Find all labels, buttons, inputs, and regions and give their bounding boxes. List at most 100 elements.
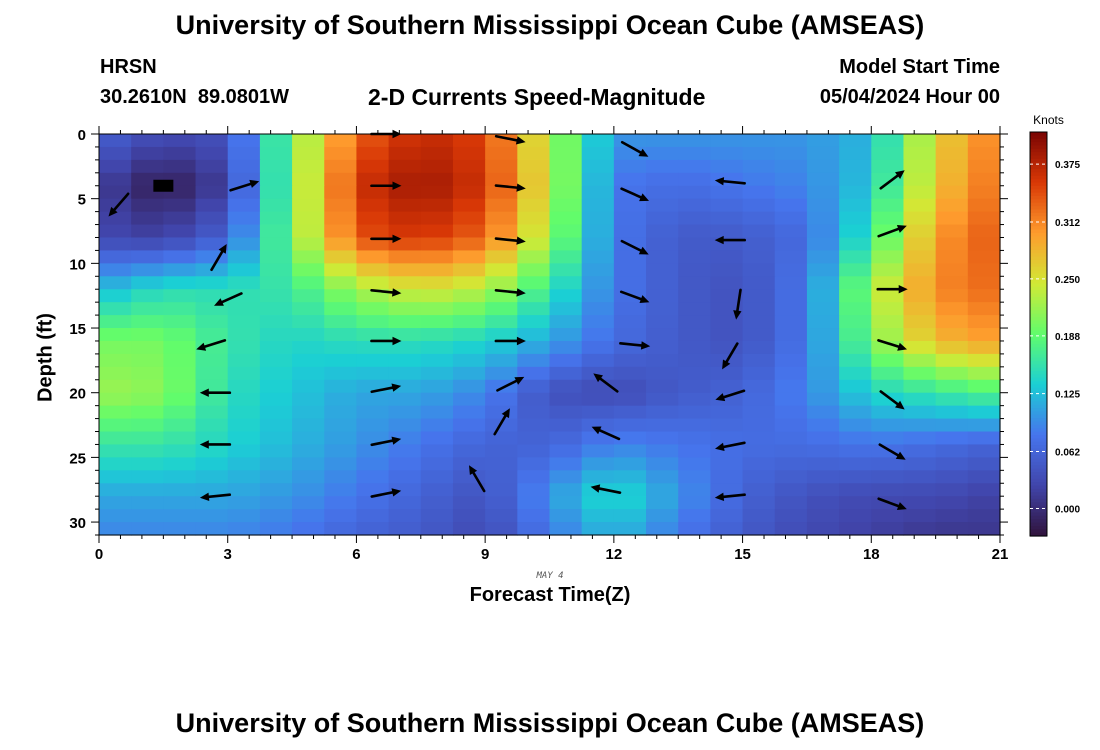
heatmap-cell (742, 509, 776, 523)
heatmap-cell (452, 418, 486, 433)
heatmap-cell (388, 340, 422, 355)
heatmap-cell (646, 522, 679, 536)
heatmap-cell (549, 470, 583, 484)
heatmap-cell (967, 457, 1001, 471)
heatmap-cell (452, 134, 486, 148)
heatmap-cell (324, 172, 358, 187)
colorbar-segment (1030, 135, 1047, 140)
heatmap-cell (678, 353, 711, 368)
heatmap-cell (452, 276, 486, 290)
heatmap-cell (452, 172, 486, 187)
heatmap-cell (517, 353, 551, 368)
vector-head (590, 484, 601, 493)
colorbar-tick-label: 0.125 (1055, 390, 1080, 401)
heatmap-cell (195, 159, 229, 174)
heatmap-cell (388, 185, 422, 200)
heatmap-cell (324, 211, 358, 226)
colorbar-segment (1030, 448, 1047, 453)
heatmap-cell (324, 146, 358, 161)
colorbar-segment (1030, 195, 1047, 200)
heatmap-cell (420, 483, 454, 497)
heatmap-cell (871, 457, 905, 471)
heatmap-cell (388, 159, 422, 174)
colorbar-segment (1030, 253, 1047, 258)
heatmap-cell (324, 237, 358, 252)
heatmap-cell (678, 302, 711, 316)
heatmap-cell (99, 159, 132, 174)
heatmap-cell (324, 289, 358, 303)
heatmap-cell (678, 289, 711, 303)
heatmap-cell (678, 198, 711, 213)
heatmap-cell (678, 250, 711, 264)
current-vector (196, 339, 227, 351)
heatmap-cell (742, 315, 776, 329)
colorbar-segment (1030, 374, 1047, 379)
heatmap-cell (806, 237, 840, 252)
heatmap-cell (903, 263, 937, 277)
heatmap-cell (420, 198, 454, 213)
heatmap-cell (806, 340, 840, 355)
heatmap-cell (710, 159, 744, 174)
heatmap-cell (935, 340, 969, 355)
heatmap-cell (549, 224, 583, 239)
heatmap-cell (839, 366, 872, 381)
heatmap-cell (324, 185, 358, 200)
heatmap-cell (195, 198, 229, 213)
heatmap-cell (452, 366, 486, 381)
heatmap-cell (581, 250, 615, 264)
heatmap-cell (452, 353, 486, 368)
heatmap-cell (324, 302, 358, 316)
heatmap-cell (935, 509, 969, 523)
heatmap-cell (806, 315, 840, 329)
heatmap-cell (195, 470, 229, 484)
heatmap-cell (99, 392, 132, 407)
colorbar-segment (1030, 165, 1047, 170)
heatmap-cell (678, 328, 711, 342)
heatmap-cell (292, 366, 325, 381)
colorbar-segment (1030, 337, 1047, 342)
heatmap-cell (259, 302, 293, 316)
heatmap-cell (356, 185, 390, 200)
current-vector (108, 192, 130, 217)
heatmap-cell (452, 328, 486, 342)
heatmap-cell (163, 509, 197, 523)
heatmap-cell (131, 522, 164, 536)
heatmap-cell (613, 522, 647, 536)
heatmap-cell (646, 340, 679, 355)
heatmap-cell (356, 522, 390, 536)
heatmap-cell (356, 457, 390, 471)
heatmap-cell (581, 198, 615, 213)
heatmap-cell (420, 328, 454, 342)
colorbar-segment (1030, 243, 1047, 248)
colorbar-segment (1030, 404, 1047, 409)
heatmap-cell (935, 159, 969, 174)
heatmap-cell (420, 276, 454, 290)
heatmap-cell (99, 134, 132, 148)
heatmap-cell (485, 134, 518, 148)
heatmap-cell (710, 328, 744, 342)
heatmap-cell (806, 134, 840, 148)
heatmap-cell (646, 496, 679, 510)
heatmap-cell (131, 276, 164, 290)
y-tick-label: 10 (69, 256, 86, 273)
colorbar-segment (1030, 303, 1047, 308)
vector-head (895, 451, 906, 460)
heatmap-cell (806, 211, 840, 226)
heatmap-cell (227, 328, 261, 342)
heatmap-cell (935, 470, 969, 484)
heatmap-cell (678, 146, 711, 161)
heatmap-cell (935, 379, 969, 394)
heatmap-cell (678, 431, 711, 446)
heatmap-cell (742, 431, 776, 446)
heatmap-cell (742, 172, 776, 187)
heatmap-cell (774, 224, 808, 239)
heatmap-cell (259, 418, 293, 433)
heatmap-cell (967, 315, 1001, 329)
heatmap-cell (935, 366, 969, 381)
heatmap-cell (485, 302, 518, 316)
heatmap-cell (99, 315, 132, 329)
heatmap-cell (935, 146, 969, 161)
heatmap-cell (613, 392, 647, 407)
heatmap-cell (388, 522, 422, 536)
heatmap-cell (324, 405, 358, 420)
